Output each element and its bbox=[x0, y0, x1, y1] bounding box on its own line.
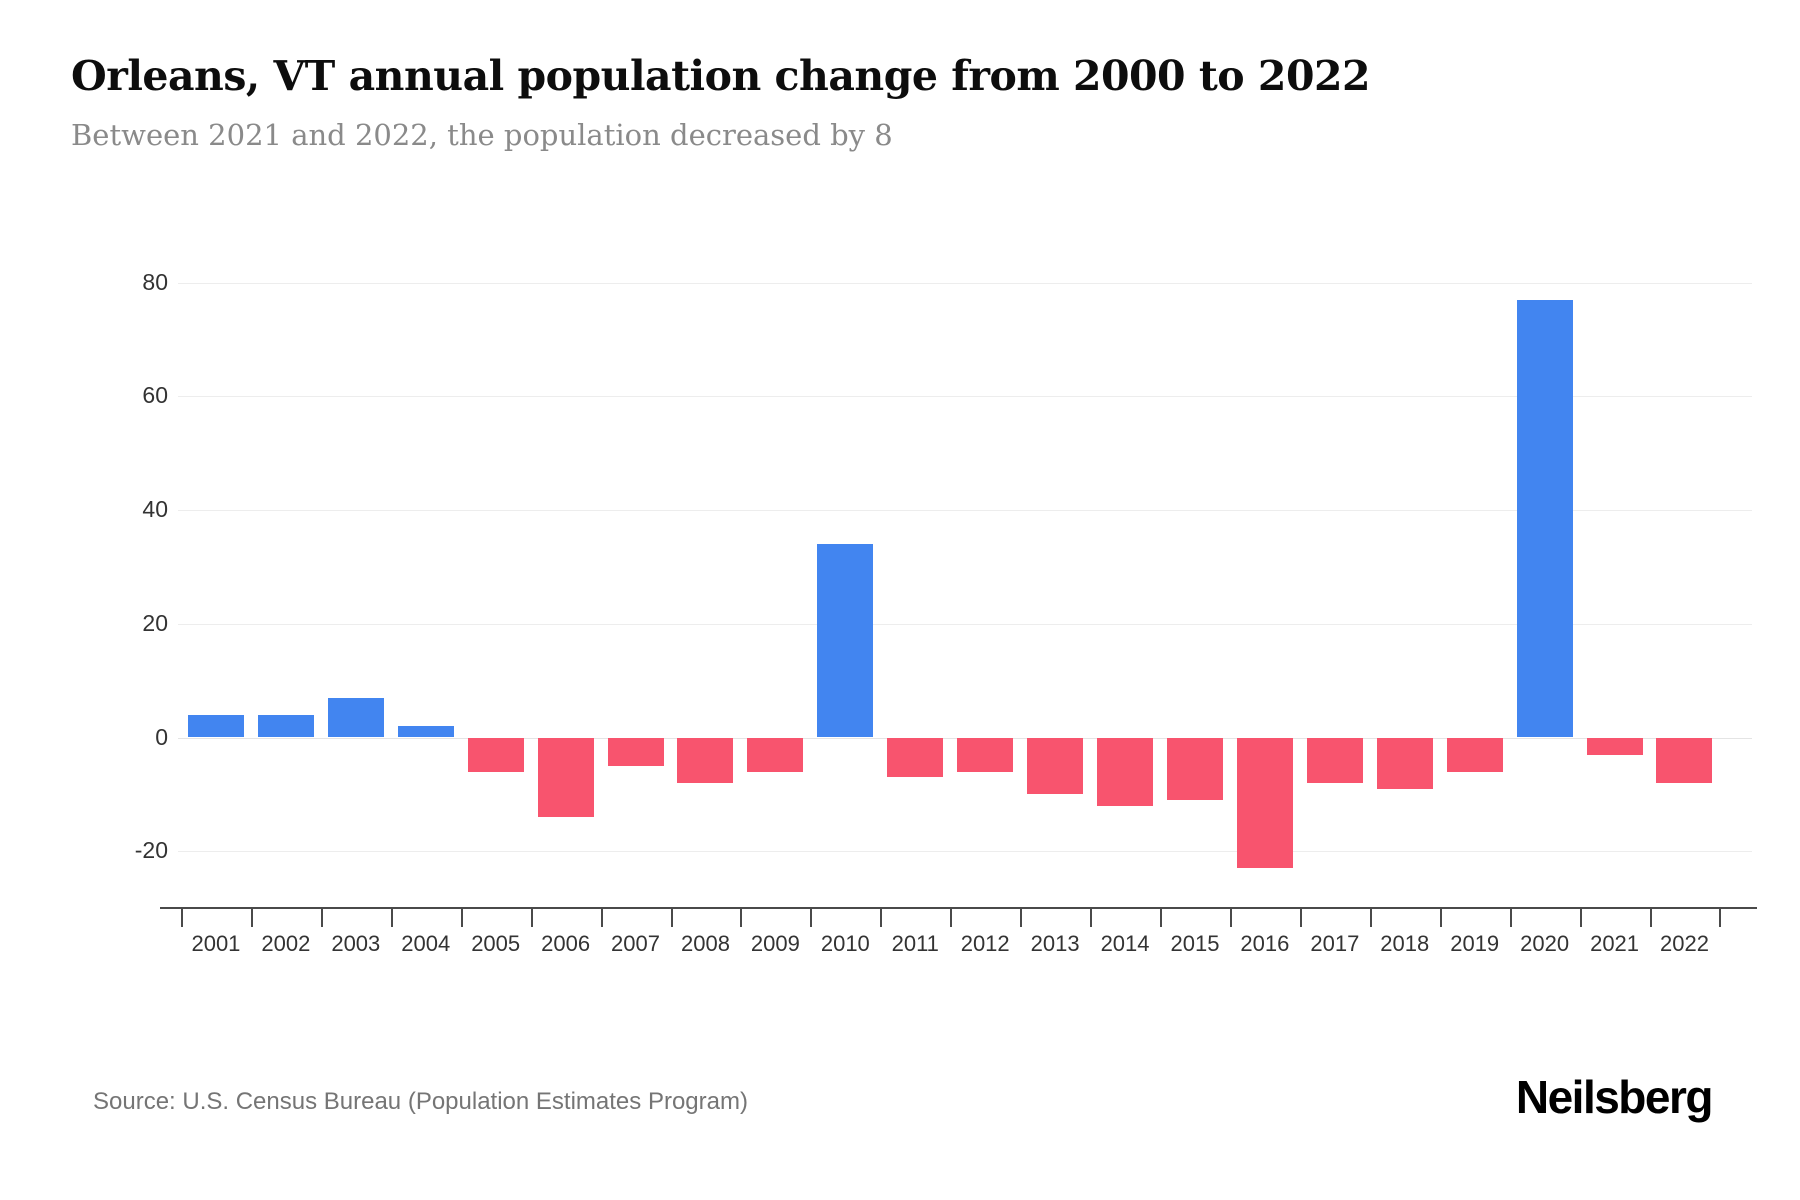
x-axis-tick bbox=[600, 909, 603, 927]
bar-2022[interactable] bbox=[1656, 737, 1713, 783]
x-axis-tick bbox=[250, 909, 253, 927]
bar-2005[interactable] bbox=[467, 737, 524, 772]
bar-2020[interactable] bbox=[1516, 299, 1573, 738]
bar-2010[interactable] bbox=[817, 544, 874, 738]
x-axis-tick bbox=[810, 909, 813, 927]
bar-2015[interactable] bbox=[1166, 737, 1223, 801]
bar-2011[interactable] bbox=[887, 737, 944, 778]
x-axis-tick bbox=[1299, 909, 1302, 927]
y-axis-tick-label: 80 bbox=[142, 268, 168, 295]
x-axis-tick bbox=[1090, 909, 1093, 927]
x-axis-tick bbox=[320, 909, 323, 927]
bar-2019[interactable] bbox=[1446, 737, 1503, 772]
x-axis-label-2014: 2014 bbox=[1100, 931, 1150, 956]
x-axis-label-2007: 2007 bbox=[611, 931, 660, 956]
bar-2014[interactable] bbox=[1097, 737, 1154, 806]
neilsberg-logo: Neilsberg bbox=[1515, 1071, 1714, 1123]
x-axis-label-2018: 2018 bbox=[1380, 931, 1430, 956]
x-axis-label-2001: 2001 bbox=[191, 931, 241, 956]
x-axis-label-2022: 2022 bbox=[1660, 931, 1709, 956]
x-axis-label-2015: 2015 bbox=[1170, 931, 1220, 956]
bar-2018[interactable] bbox=[1376, 737, 1433, 789]
x-axis-label-2012: 2012 bbox=[960, 931, 1010, 956]
bar-2021[interactable] bbox=[1586, 737, 1643, 755]
y-axis-tick-label: 40 bbox=[142, 496, 168, 523]
x-axis-tick bbox=[1229, 909, 1232, 927]
bar-2017[interactable] bbox=[1306, 737, 1363, 783]
y-axis-tick-label: -20 bbox=[134, 837, 168, 864]
x-axis-tick bbox=[1439, 909, 1442, 927]
gridline-20 bbox=[178, 623, 1752, 625]
x-axis-tick bbox=[740, 909, 743, 927]
x-axis-label-2019: 2019 bbox=[1450, 931, 1500, 956]
x-axis-tick bbox=[880, 909, 883, 927]
x-axis-tick bbox=[1509, 909, 1512, 927]
x-axis-label-2021: 2021 bbox=[1590, 931, 1640, 956]
x-axis-tick bbox=[1020, 909, 1023, 927]
gridline-40 bbox=[178, 510, 1752, 512]
bar-2009[interactable] bbox=[747, 737, 804, 772]
x-axis-tick bbox=[390, 909, 393, 927]
bar-2016[interactable] bbox=[1236, 737, 1293, 869]
x-axis-label-2013: 2013 bbox=[1030, 931, 1080, 956]
x-axis-label-2010: 2010 bbox=[820, 931, 870, 956]
x-axis-tick bbox=[181, 909, 183, 927]
x-axis-label-2008: 2008 bbox=[680, 931, 730, 956]
bar-2001[interactable] bbox=[187, 714, 244, 738]
x-axis-tick bbox=[1649, 909, 1652, 927]
bar-2002[interactable] bbox=[257, 714, 314, 738]
x-axis-tick bbox=[670, 909, 673, 927]
x-axis-tick bbox=[1160, 909, 1163, 927]
bar-2004[interactable] bbox=[397, 726, 454, 738]
x-axis-label-2004: 2004 bbox=[401, 931, 451, 956]
x-axis-tick bbox=[950, 909, 953, 927]
x-axis-label-2020: 2020 bbox=[1520, 931, 1570, 956]
bar-2007[interactable] bbox=[607, 737, 664, 766]
bar-2006[interactable] bbox=[537, 737, 594, 818]
x-axis-label-2005: 2005 bbox=[471, 931, 521, 956]
x-axis-label-2011: 2011 bbox=[891, 931, 939, 956]
x-axis-label-2009: 2009 bbox=[750, 931, 800, 956]
x-axis-tick bbox=[1579, 909, 1582, 927]
y-axis-tick-label: 20 bbox=[142, 609, 168, 636]
x-axis-line bbox=[160, 907, 1757, 909]
bar-2013[interactable] bbox=[1027, 737, 1084, 795]
x-axis-label-2003: 2003 bbox=[331, 931, 381, 956]
gridline--20 bbox=[178, 851, 1752, 853]
bar-2008[interactable] bbox=[677, 737, 734, 783]
gridline-80 bbox=[178, 282, 1752, 284]
x-axis-tick bbox=[530, 909, 533, 927]
chart-title: Orleans, VT annual population change fro… bbox=[71, 52, 1371, 100]
y-axis-tick-label: 0 bbox=[155, 723, 168, 750]
y-axis-tick-label: 60 bbox=[142, 382, 168, 409]
x-axis-tick bbox=[1719, 909, 1722, 927]
bar-2003[interactable] bbox=[327, 697, 384, 738]
x-axis-label-2017: 2017 bbox=[1310, 931, 1360, 956]
x-axis-label-2006: 2006 bbox=[541, 931, 591, 956]
x-axis-label-2002: 2002 bbox=[261, 931, 311, 956]
x-axis-tick bbox=[1369, 909, 1372, 927]
chart-subtitle: Between 2021 and 2022, the population de… bbox=[71, 118, 893, 152]
x-axis-tick bbox=[460, 909, 463, 927]
bar-2012[interactable] bbox=[957, 737, 1014, 772]
gridline-60 bbox=[178, 396, 1752, 398]
source-note: Source: U.S. Census Bureau (Population E… bbox=[93, 1088, 748, 1115]
x-axis-label-2016: 2016 bbox=[1240, 931, 1290, 956]
